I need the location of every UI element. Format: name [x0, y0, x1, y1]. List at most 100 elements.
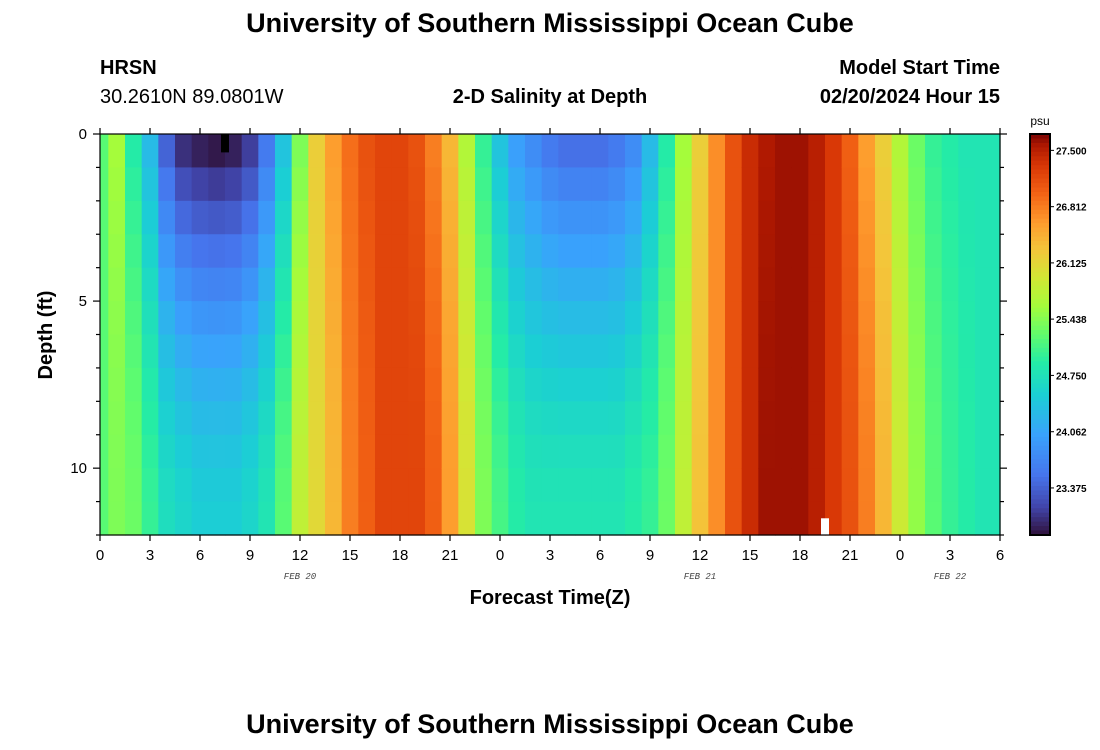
heatmap-cell [808, 267, 826, 302]
heatmap-cell [825, 234, 843, 269]
heatmap-cell [158, 401, 176, 436]
colorbar-swatch [1030, 494, 1050, 500]
heatmap-cell [891, 167, 909, 202]
heatmap-cell [225, 468, 243, 503]
heatmap-cell [775, 200, 793, 235]
colorbar-swatch [1030, 374, 1050, 380]
heatmap-cell [158, 301, 176, 336]
colorbar-swatch [1030, 200, 1050, 206]
heatmap-cell [341, 167, 359, 202]
heatmap-cell [325, 434, 343, 469]
heatmap-cell [791, 434, 809, 469]
heatmap-cell [491, 468, 509, 503]
heatmap-cell [125, 234, 143, 269]
heatmap-cell [725, 134, 743, 169]
heatmap-cell [475, 501, 493, 536]
heatmap-cell [325, 334, 343, 369]
colorbar-swatch [1030, 240, 1050, 246]
heatmap-cell [100, 501, 109, 536]
heatmap-cell [225, 334, 243, 369]
heatmap-cell [291, 367, 309, 402]
heatmap-cell [408, 434, 426, 469]
heatmap-cell [141, 234, 159, 269]
heatmap-cell [375, 134, 393, 169]
heatmap-cell [375, 167, 393, 202]
heatmap-cell [891, 367, 909, 402]
heatmap-cell [891, 334, 909, 369]
heatmap-cell [408, 234, 426, 269]
x-tick-label: 18 [792, 547, 809, 564]
heatmap-cell [808, 468, 826, 503]
heatmap-cell [191, 200, 209, 235]
heatmap-cell [791, 234, 809, 269]
heatmap-cell [825, 334, 843, 369]
heatmap-cell [891, 267, 909, 302]
heatmap-cell [225, 434, 243, 469]
heatmap-cell [458, 401, 476, 436]
heatmap-cell [491, 200, 509, 235]
heatmap-cell [908, 234, 926, 269]
heatmap-cell [708, 367, 726, 402]
heatmap-cell [691, 334, 709, 369]
colorbar-swatch [1030, 254, 1050, 260]
heatmap-cell [308, 301, 326, 336]
heatmap-cell [141, 434, 159, 469]
colorbar-swatch [1030, 209, 1050, 215]
y-axis-ticks: 0 5 10 [70, 126, 1007, 536]
heatmap-cell [908, 367, 926, 402]
heatmap-cell [941, 401, 959, 436]
heatmap-cell [841, 367, 859, 402]
heatmap-cell [575, 167, 593, 202]
heatmap-cell [175, 401, 193, 436]
colorbar-swatch [1030, 187, 1050, 193]
x-tick-label: 12 [692, 547, 709, 564]
colorbar-swatch [1030, 521, 1050, 527]
heatmap-cell [241, 301, 259, 336]
heatmap-cell [775, 167, 793, 202]
heatmap-cell [425, 468, 443, 503]
heatmap-cell [358, 401, 376, 436]
heatmap-cell [441, 468, 459, 503]
colorbar-swatch [1030, 183, 1050, 189]
heatmap-cell [591, 267, 609, 302]
heatmap-cell [875, 234, 893, 269]
heatmap-cell [141, 501, 159, 536]
heatmap-cell [658, 501, 676, 536]
heatmap-cell [208, 367, 226, 402]
heatmap-cell [208, 401, 226, 436]
heatmap-cell [125, 267, 143, 302]
colorbar-swatch [1030, 294, 1050, 300]
heatmap-cell [225, 267, 243, 302]
colorbar-swatch [1030, 138, 1050, 144]
colorbar-swatch [1030, 428, 1050, 434]
heatmap-cell [791, 367, 809, 402]
heatmap-cell [591, 468, 609, 503]
heatmap-cell [925, 334, 943, 369]
heatmap-cell [175, 167, 193, 202]
colorbar-swatch [1030, 334, 1050, 340]
heatmap-cell [425, 234, 443, 269]
heatmap-cell [808, 200, 826, 235]
heatmap-cell [758, 334, 776, 369]
heatmap-cell [158, 167, 176, 202]
heatmap-cell [241, 334, 259, 369]
heatmap-cell [158, 267, 176, 302]
heatmap-cell [625, 234, 643, 269]
heatmap-cell [775, 367, 793, 402]
heatmap-cell [658, 267, 676, 302]
heatmap-cell [591, 401, 609, 436]
heatmap-cell [741, 367, 759, 402]
heatmap-cell [125, 301, 143, 336]
heatmap-cell [241, 267, 259, 302]
heatmap-cell [308, 468, 326, 503]
heatmap-cell [258, 401, 276, 436]
heatmap-cell [541, 134, 559, 169]
heatmap-cell [158, 367, 176, 402]
heatmap-cell [958, 367, 976, 402]
heatmap-cell [341, 501, 359, 536]
heatmap-cell [525, 468, 543, 503]
heatmap-cell [841, 401, 859, 436]
heatmap-cell [825, 367, 843, 402]
heatmap-cell [258, 501, 276, 536]
heatmap-cell [100, 167, 109, 202]
